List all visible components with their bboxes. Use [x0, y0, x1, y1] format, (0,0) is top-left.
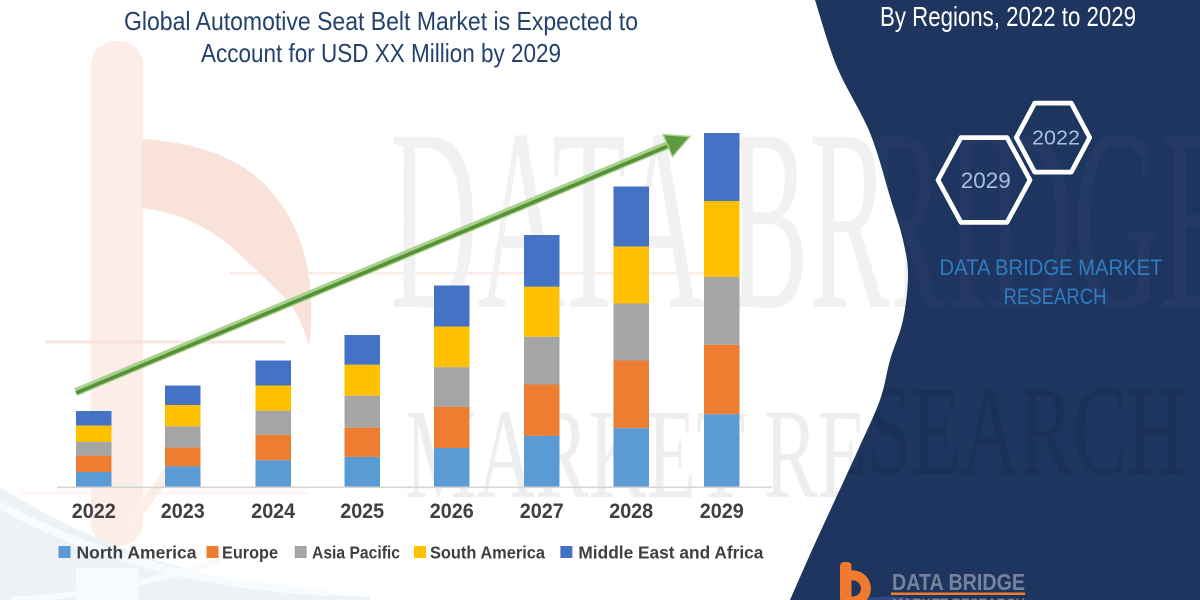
- svg-text:RESEARCH: RESEARCH: [1004, 284, 1107, 309]
- svg-text:Account for USD XX Million by: Account for USD XX Million by 2029: [201, 38, 561, 68]
- svg-text:2026: 2026: [430, 500, 474, 523]
- svg-text:South America: South America: [430, 543, 545, 563]
- svg-text:2024: 2024: [251, 500, 295, 523]
- svg-text:North America: North America: [77, 543, 197, 563]
- svg-text:2023: 2023: [161, 500, 205, 523]
- svg-text:DATA BRIDGE MARKET: DATA BRIDGE MARKET: [940, 255, 1163, 280]
- svg-text:Asia Pacific: Asia Pacific: [312, 543, 400, 563]
- svg-text:2029: 2029: [700, 500, 744, 523]
- svg-text:Europe: Europe: [222, 543, 278, 563]
- svg-text:DATA BRIDGE: DATA BRIDGE: [892, 569, 1025, 595]
- svg-text:2027: 2027: [520, 500, 564, 523]
- svg-text:Global Automotive Seat Belt Ma: Global Automotive Seat Belt Market is Ex…: [124, 6, 638, 36]
- svg-text:By Regions, 2022 to 2029: By Regions, 2022 to 2029: [880, 1, 1136, 32]
- svg-text:Middle East and Africa: Middle East and Africa: [578, 543, 763, 563]
- svg-text:2022: 2022: [72, 500, 116, 523]
- svg-text:2029: 2029: [961, 168, 1011, 193]
- svg-text:2022: 2022: [1032, 128, 1080, 150]
- svg-text:2028: 2028: [609, 500, 653, 523]
- svg-text:MARKET RESEARCH: MARKET RESEARCH: [892, 596, 1025, 600]
- svg-text:2025: 2025: [340, 500, 384, 523]
